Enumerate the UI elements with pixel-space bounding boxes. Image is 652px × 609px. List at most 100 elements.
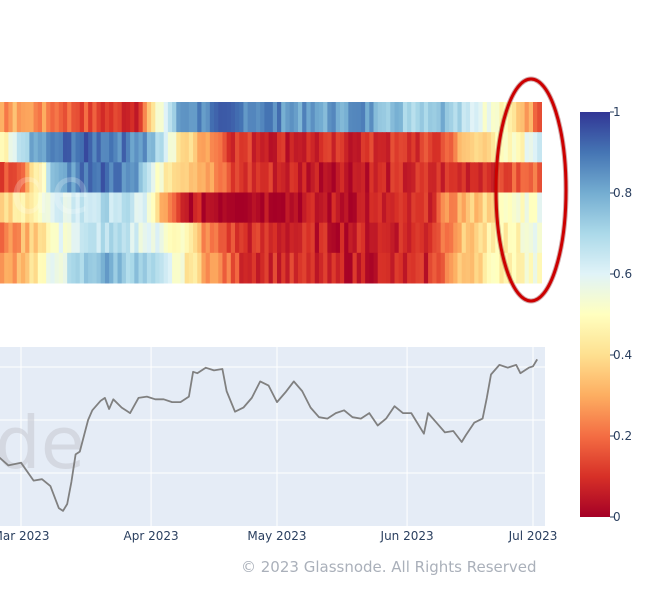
heatmap-cell xyxy=(344,102,349,133)
heatmap-cell xyxy=(486,192,492,224)
heatmap-cell xyxy=(54,132,60,163)
heatmap-cell xyxy=(499,222,505,254)
heatmap-cell xyxy=(193,162,198,193)
heatmap-cell xyxy=(205,102,211,133)
heatmap-cell xyxy=(344,162,349,193)
heatmap-cell xyxy=(0,192,5,224)
heatmap-cell xyxy=(268,192,274,224)
heatmap-cell xyxy=(281,222,286,254)
heatmap-cell xyxy=(113,222,119,254)
heatmap-cell xyxy=(155,222,161,254)
heatmap-cell xyxy=(381,222,387,254)
heatmap-cell xyxy=(470,132,475,163)
heatmap-cell xyxy=(197,192,203,224)
heatmap-cell xyxy=(130,252,135,284)
heatmap-cell xyxy=(516,252,522,284)
heatmap-cell xyxy=(155,132,161,163)
heatmap-cell xyxy=(339,162,345,193)
heatmap-cell xyxy=(381,162,387,193)
heatmap-cell xyxy=(142,252,148,284)
heatmap-cell xyxy=(486,102,492,133)
heatmap-cell xyxy=(331,222,337,254)
heatmap-cell xyxy=(465,252,471,284)
heatmap-cell xyxy=(444,162,450,193)
heatmap-cell xyxy=(256,222,261,254)
heatmap-cell xyxy=(138,132,144,163)
heatmap-cell xyxy=(323,102,328,133)
heatmap-cell xyxy=(83,162,89,193)
heatmap-cell xyxy=(394,102,400,133)
heatmap-cell xyxy=(407,252,412,284)
heatmap-cell xyxy=(100,192,106,224)
heatmap-cell xyxy=(415,132,421,163)
heatmap-cell xyxy=(449,102,454,133)
heatmap-cell xyxy=(172,132,177,163)
heatmap-cell xyxy=(214,162,219,193)
heatmap-cell xyxy=(289,252,295,284)
heatmap-cell xyxy=(88,102,93,133)
heatmap-cell xyxy=(436,192,442,224)
heatmap-cell xyxy=(0,132,5,163)
heatmap-cell xyxy=(260,162,266,193)
heatmap-cell xyxy=(46,252,51,284)
heatmap-cell xyxy=(37,102,43,133)
heatmap-cell xyxy=(79,192,85,224)
heatmap-cell xyxy=(461,132,467,163)
heatmap-cell xyxy=(100,252,106,284)
heatmap-cell xyxy=(188,222,194,254)
heatmap-cell xyxy=(419,102,425,133)
heatmap-cell xyxy=(264,222,270,254)
heatmap-cell xyxy=(507,132,513,163)
heatmap-cell xyxy=(92,252,98,284)
heatmap-cell xyxy=(310,192,316,224)
heatmap-cell xyxy=(138,102,144,133)
colorbar-tick-label: 0.8 xyxy=(613,186,632,200)
heatmap-cell xyxy=(453,192,459,224)
heatmap-cell xyxy=(146,162,152,193)
heatmap-cell xyxy=(407,102,412,133)
heatmap-cell xyxy=(12,162,18,193)
heatmap-cell xyxy=(520,162,526,193)
heatmap-cell xyxy=(16,102,22,133)
heatmap-cell xyxy=(75,252,81,284)
heatmap-cell xyxy=(436,102,442,133)
heatmap-cell xyxy=(402,162,408,193)
heatmap-cell xyxy=(214,102,219,133)
heatmap-cell xyxy=(356,222,362,254)
heatmap-cell xyxy=(109,222,114,254)
heatmap-cell xyxy=(138,222,144,254)
heatmap-cell xyxy=(537,252,542,284)
heatmap-cell xyxy=(528,102,534,133)
colorbar: 0 0.2 0.4 0.6 0.8 1 xyxy=(580,105,632,524)
heatmap-cell xyxy=(67,102,72,133)
heatmap-cell xyxy=(16,252,22,284)
heatmap-cell xyxy=(46,102,51,133)
highlight-ellipse xyxy=(494,77,568,303)
heatmap-cell xyxy=(197,252,203,284)
heatmap-cell xyxy=(390,132,396,163)
heatmap-cell xyxy=(71,162,77,193)
heatmap-cell xyxy=(528,252,534,284)
heatmap-cell xyxy=(327,252,333,284)
heatmap-cell xyxy=(449,132,454,163)
heatmap-cell xyxy=(428,132,433,163)
heatmap-cell xyxy=(318,252,324,284)
heatmap-cell xyxy=(335,252,341,284)
heatmap-cell xyxy=(293,192,299,224)
heatmap-cell xyxy=(323,222,328,254)
heatmap-cell xyxy=(512,252,517,284)
heatmap-cell xyxy=(360,252,366,284)
heatmap-cell xyxy=(516,222,522,254)
heatmap-cell xyxy=(528,222,534,254)
heatmap-cell xyxy=(507,102,513,133)
heatmap-cell xyxy=(209,222,215,254)
heatmap-cell xyxy=(142,102,148,133)
heatmap-cell xyxy=(21,102,26,133)
heatmap-cell xyxy=(302,162,307,193)
heatmap-cell xyxy=(12,222,18,254)
heatmap-cell xyxy=(230,132,236,163)
heatmap-cell xyxy=(163,102,169,133)
heatmap-cell xyxy=(176,252,182,284)
colorbar-tick-label: 0 xyxy=(613,510,621,524)
heatmap-cell xyxy=(339,102,345,133)
